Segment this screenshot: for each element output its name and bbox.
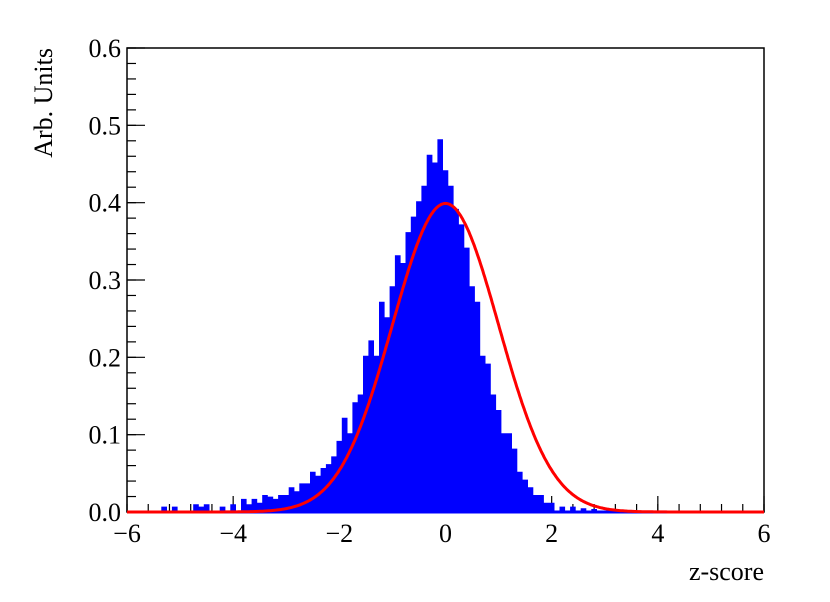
y-tick-labels: 0.0 0.1 0.2 0.3 0.4 0.5 0.6	[89, 34, 122, 527]
gaussian-fit-series	[127, 201, 764, 514]
x-tick-label: −2	[325, 519, 353, 548]
y-tick-label: 0.0	[89, 498, 122, 527]
x-axis-label: z-score	[689, 557, 764, 586]
x-tick-label: −4	[219, 519, 247, 548]
x-tick-label: 0	[439, 519, 452, 548]
y-tick-label: 0.5	[89, 111, 122, 140]
histogram-series	[127, 139, 764, 514]
y-tick-label: 0.3	[89, 266, 122, 295]
y-tick-label: 0.4	[89, 189, 122, 218]
x-tick-label: 2	[545, 519, 558, 548]
y-tick-label: 0.6	[89, 34, 122, 63]
x-tick-labels: −6 −4 −2 0 2 4 6	[113, 519, 770, 548]
y-axis-label: Arb. Units	[29, 48, 58, 158]
x-tick-label: 6	[758, 519, 771, 548]
y-tick-label: 0.1	[89, 421, 122, 450]
x-tick-label: 4	[651, 519, 664, 548]
x-tick-label: −6	[113, 519, 141, 548]
y-tick-label: 0.2	[89, 343, 122, 372]
